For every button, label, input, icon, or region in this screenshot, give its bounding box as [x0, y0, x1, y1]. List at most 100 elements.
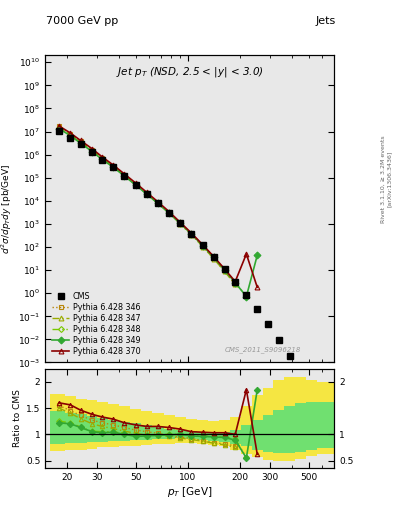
Line: CMS: CMS [56, 127, 325, 421]
Line: Pythia 6.428 347: Pythia 6.428 347 [57, 124, 238, 287]
CMS [298, 372, 303, 378]
Pythia 6.428 349 [57, 125, 61, 132]
Pythia 6.428 370 [222, 266, 227, 272]
Pythia 6.428 370 [189, 230, 194, 236]
Pythia 6.428 370 [100, 154, 105, 160]
CMS [200, 242, 205, 248]
Pythia 6.428 349 [222, 267, 227, 273]
CMS [255, 306, 260, 312]
Pythia 6.428 349 [111, 164, 116, 170]
Pythia 6.428 349 [133, 182, 138, 188]
CMS [233, 279, 238, 285]
Pythia 6.428 348 [222, 267, 227, 273]
Text: Rivet 3.1.10, ≥ 3.2M events: Rivet 3.1.10, ≥ 3.2M events [381, 135, 386, 223]
Pythia 6.428 348 [133, 182, 138, 188]
Pythia 6.428 370 [178, 219, 182, 225]
Pythia 6.428 349 [100, 156, 105, 162]
Pythia 6.428 346 [78, 138, 83, 144]
Pythia 6.428 370 [90, 146, 94, 152]
Pythia 6.428 349 [155, 200, 160, 206]
Pythia 6.428 346 [57, 123, 61, 130]
Pythia 6.428 346 [211, 255, 216, 262]
Pythia 6.428 347 [189, 231, 194, 238]
Pythia 6.428 348 [100, 156, 105, 162]
CMS [78, 141, 83, 147]
Pythia 6.428 348 [155, 200, 160, 206]
Pythia 6.428 347 [111, 163, 116, 169]
Pythia 6.428 349 [178, 220, 182, 226]
Pythia 6.428 347 [211, 255, 216, 262]
Pythia 6.428 347 [122, 172, 127, 178]
Pythia 6.428 370 [233, 279, 238, 285]
Pythia 6.428 346 [133, 181, 138, 187]
Pythia 6.428 347 [233, 282, 238, 288]
CMS [276, 337, 281, 344]
Pythia 6.428 347 [155, 200, 160, 206]
Pythia 6.428 348 [57, 125, 61, 132]
Text: [arXiv:1306.3436]: [arXiv:1306.3436] [387, 151, 391, 207]
Pythia 6.428 349 [244, 293, 249, 300]
Pythia 6.428 347 [200, 244, 205, 250]
CMS [167, 210, 171, 216]
CMS [100, 157, 105, 163]
CMS [122, 173, 127, 179]
CMS [133, 182, 138, 188]
Pythia 6.428 348 [111, 164, 116, 170]
Pythia 6.428 348 [78, 140, 83, 146]
Pythia 6.428 370 [133, 180, 138, 186]
Text: CMS_2011_S9096218: CMS_2011_S9096218 [224, 347, 301, 353]
Pythia 6.428 349 [211, 254, 216, 260]
CMS [68, 135, 73, 141]
CMS [111, 164, 116, 170]
Pythia 6.428 346 [145, 190, 149, 197]
Pythia 6.428 346 [122, 172, 127, 178]
CMS [189, 230, 194, 237]
CMS [145, 191, 149, 197]
Pythia 6.428 349 [122, 173, 127, 179]
Pythia 6.428 346 [167, 210, 171, 216]
Pythia 6.428 349 [233, 280, 238, 286]
CMS [244, 292, 249, 298]
Pythia 6.428 348 [189, 231, 194, 237]
Pythia 6.428 348 [167, 210, 171, 216]
Pythia 6.428 346 [90, 146, 94, 153]
Pythia 6.428 347 [145, 191, 149, 197]
Pythia 6.428 370 [255, 284, 260, 290]
CMS [265, 321, 270, 327]
Pythia 6.428 347 [68, 131, 73, 137]
Legend: CMS, Pythia 6.428 346, Pythia 6.428 347, Pythia 6.428 348, Pythia 6.428 349, Pyt: CMS, Pythia 6.428 346, Pythia 6.428 347,… [49, 290, 143, 358]
CMS [178, 220, 182, 226]
X-axis label: $p_T$ [GeV]: $p_T$ [GeV] [167, 485, 212, 499]
Pythia 6.428 346 [200, 243, 205, 249]
Pythia 6.428 348 [68, 133, 73, 139]
Pythia 6.428 347 [222, 268, 227, 274]
Pythia 6.428 346 [233, 281, 238, 287]
Y-axis label: $d^2\sigma/dp_T dy$ [pb/GeV]: $d^2\sigma/dp_T dy$ [pb/GeV] [0, 164, 14, 254]
Pythia 6.428 370 [57, 123, 61, 129]
Pythia 6.428 370 [200, 242, 205, 248]
Text: 7000 GeV pp: 7000 GeV pp [46, 16, 119, 27]
Pythia 6.428 370 [244, 251, 249, 257]
Pythia 6.428 346 [111, 163, 116, 169]
CMS [222, 266, 227, 272]
Pythia 6.428 349 [189, 231, 194, 237]
Pythia 6.428 349 [90, 148, 94, 155]
Pythia 6.428 349 [145, 191, 149, 197]
CMS [90, 149, 94, 155]
Pythia 6.428 370 [68, 130, 73, 136]
Pythia 6.428 370 [211, 253, 216, 260]
Pythia 6.428 348 [145, 191, 149, 197]
Pythia 6.428 370 [155, 199, 160, 205]
Pythia 6.428 349 [68, 133, 73, 139]
Pythia 6.428 346 [189, 231, 194, 238]
Line: Pythia 6.428 346: Pythia 6.428 346 [57, 124, 238, 286]
CMS [155, 200, 160, 206]
Pythia 6.428 348 [200, 243, 205, 249]
Pythia 6.428 349 [167, 210, 171, 216]
Pythia 6.428 347 [100, 155, 105, 161]
CMS [287, 352, 292, 358]
Pythia 6.428 347 [167, 210, 171, 217]
Pythia 6.428 346 [178, 220, 182, 226]
Line: Pythia 6.428 370: Pythia 6.428 370 [57, 123, 260, 290]
Pythia 6.428 346 [155, 200, 160, 206]
